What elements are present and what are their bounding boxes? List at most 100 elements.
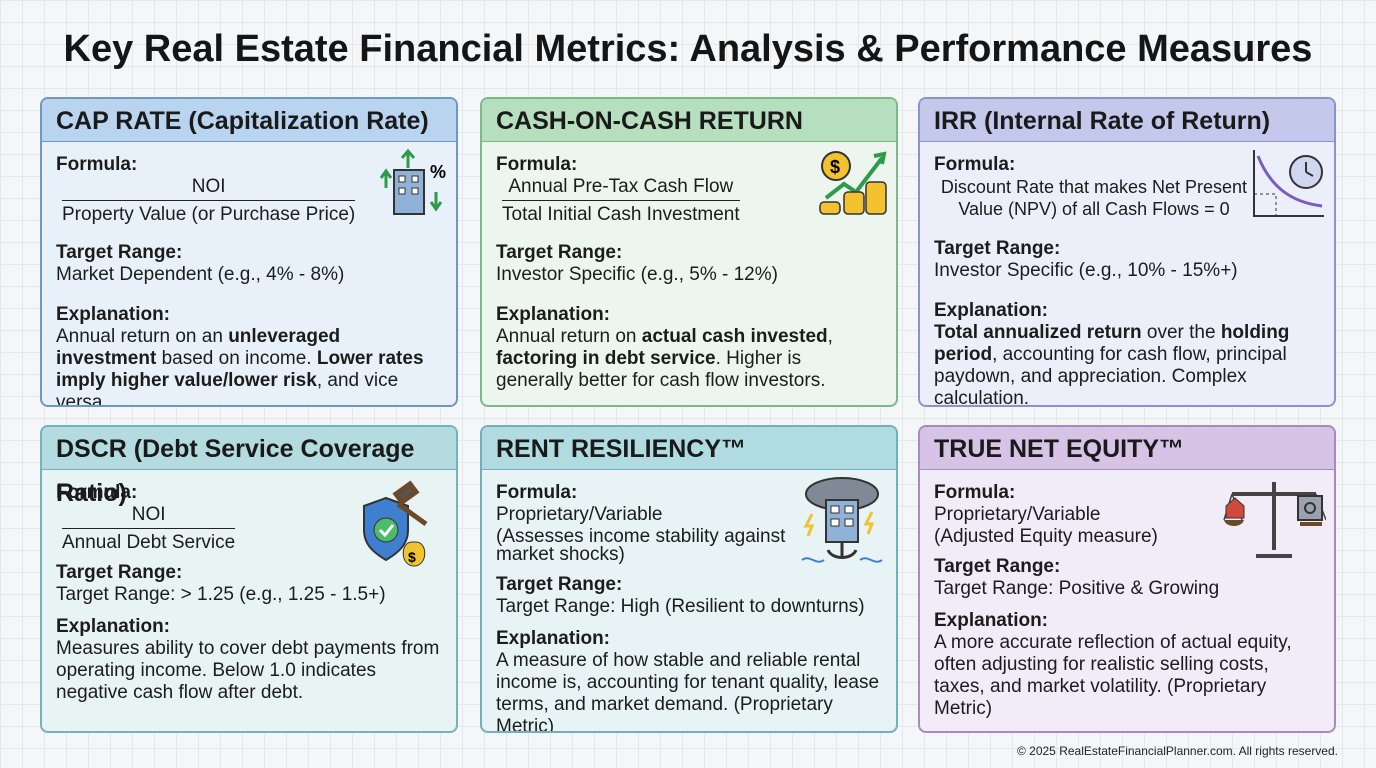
formula-label: Formula: — [56, 482, 138, 503]
card-body: Formula: Proprietary/Variable (Adjusted Eq… — [920, 470, 1334, 720]
explanation-text: , — [827, 326, 833, 347]
target-range: Market Dependent (e.g., 4% - 8%) — [56, 264, 345, 285]
explanation-label: Explanation: — [56, 304, 171, 325]
target-range: Target Range: Positive & Growing — [934, 578, 1220, 599]
spacer — [496, 620, 882, 624]
building-icon: % — [379, 148, 446, 215]
storm-building-icon — [801, 477, 883, 563]
explanation-text: A measure of how stable and reliable ren… — [496, 650, 880, 733]
fraction: NOI Property Value (or Purchase Price) — [62, 176, 356, 226]
explanation: Measures ability to cover debt payments … — [56, 638, 442, 704]
explanation-label: Explanation: — [934, 300, 1049, 321]
shield-icon: $ — [363, 480, 428, 567]
target-range: Target Range: > 1.25 (e.g., 1.25 - 1.5+) — [56, 584, 386, 605]
explanation-bold: holding period — [934, 322, 1290, 365]
explanation-bold: Total annualized return — [934, 322, 1142, 343]
target-label: Target Range: — [934, 238, 1061, 259]
card-heading: CAP RATE (Capitalization Rate) — [42, 99, 456, 142]
card-heading: DSCR (Debt Service Coverage Ratio) — [42, 427, 456, 507]
formula-text: (Adjusted Equity measure) — [934, 526, 1158, 547]
target-range: Investor Specific (e.g., 5% - 12%) — [496, 264, 778, 285]
explanation-text: Measures ability to cover debt payments … — [56, 638, 440, 703]
explanation: A more accurate reflection of actual equ… — [934, 632, 1320, 720]
metric-card: RENT RESILIENCY™ Formula: Proprietary/Vari… — [480, 425, 898, 733]
numerator: NOI — [62, 504, 236, 529]
metric-card: CAP RATE (Capitalization Rate) Formula: NO… — [40, 97, 458, 407]
target-label: Target Range: — [496, 574, 623, 595]
numerator: NOI — [62, 176, 356, 201]
target-label: Target Range: — [56, 562, 183, 583]
explanation-label: Explanation: — [496, 304, 611, 325]
explanation-bold: Lower rates imply higher value/lower ris… — [56, 348, 424, 391]
explanation-label: Explanation: — [56, 616, 171, 637]
formula-text: (Assesses income stability against marke… — [496, 526, 786, 565]
card-body: Formula: Discount Rate that makes Net Pre… — [920, 142, 1334, 407]
explanation: A measure of how stable and reliable ren… — [496, 650, 882, 733]
explanation-text: , and vice versa. — [56, 370, 399, 407]
coins-icon: $ — [819, 151, 887, 215]
metric-card: DSCR (Debt Service Coverage Ratio) Formul… — [40, 425, 458, 733]
fraction: Annual Pre-Tax Cash Flow Total Initial Ca… — [502, 176, 740, 226]
card-body: Formula: Proprietary/Variable (Assesses in… — [482, 470, 896, 733]
spacer — [496, 566, 882, 570]
explanation-text: Annual return on — [496, 326, 642, 347]
explanation-label: Explanation: — [934, 610, 1049, 631]
explanation-bold: factoring in debt service — [496, 348, 716, 369]
spacer — [934, 222, 1320, 234]
explanation-label: Explanation: — [496, 628, 611, 649]
denominator: Total Initial Cash Investment — [502, 204, 740, 225]
card-heading: CASH-ON-CASH RETURN — [482, 99, 896, 142]
explanation-text: over the — [1141, 322, 1221, 343]
explanation-bold: unleveraged investment — [56, 326, 341, 369]
formula-label: Formula: — [496, 154, 578, 175]
explanation-text: , accounting for cash flow, principal pa… — [934, 344, 1287, 407]
irr-graph-icon — [1253, 150, 1324, 217]
target-label: Target Range: — [934, 556, 1061, 577]
spacer — [56, 226, 442, 238]
card-heading: TRUE NET EQUITY™ — [920, 427, 1334, 470]
card-heading: RENT RESILIENCY™ — [482, 427, 896, 470]
svg-text:$: $ — [408, 549, 416, 565]
explanation: Total annualized return over the holding… — [934, 322, 1320, 407]
explanation: Annual return on actual cash invested, f… — [496, 326, 882, 392]
title-bold: Key Real Estate Financial Metrics: — [63, 28, 681, 70]
formula-label: Formula: — [56, 154, 138, 175]
svg-text:%: % — [430, 162, 446, 182]
spacer — [496, 226, 882, 238]
spacer — [496, 288, 882, 300]
explanation-text: based on income. — [156, 348, 317, 369]
card-body: Formula: Annual Pre-Tax Cash Flow Total In… — [482, 142, 896, 392]
scale-icon — [1223, 482, 1326, 558]
explanation-text: Annual return on an — [56, 326, 229, 347]
numerator: Annual Pre-Tax Cash Flow — [502, 176, 740, 201]
card-body: Formula: NOI Property Value (or Purchase P… — [42, 142, 456, 407]
explanation-bold: actual cash invested — [641, 326, 828, 347]
denominator: Annual Debt Service — [62, 532, 236, 553]
formula-text: Proprietary/Variable — [496, 504, 663, 525]
explanation-text: . Higher is generally better for cash fl… — [496, 348, 826, 391]
card-body: Formula: NOI Annual Debt Service Target Ran… — [42, 470, 456, 704]
title-regular: Analysis & Performance Measures — [689, 28, 1313, 70]
svg-text:$: $ — [830, 157, 840, 177]
card-heading: IRR (Internal Rate of Return) — [920, 99, 1334, 142]
target-label: Target Range: — [56, 242, 183, 263]
spacer — [934, 602, 1320, 606]
target-label: Target Range: — [496, 242, 623, 263]
metric-card: CASH-ON-CASH RETURN Formula: Annual Pre-Ta… — [480, 97, 898, 407]
denominator: Property Value (or Purchase Price) — [62, 204, 356, 225]
formula-text: Discount Rate that makes Net Present Val… — [940, 177, 1248, 219]
target-range: Target Range: High (Resilient to downtur… — [496, 596, 865, 617]
spacer — [56, 608, 442, 612]
formula-label: Formula: — [934, 154, 1016, 175]
explanation-text: A more accurate reflection of actual equ… — [934, 632, 1292, 719]
spacer — [56, 288, 442, 300]
fraction: NOI Annual Debt Service — [62, 504, 236, 554]
explanation: Annual return on an unleveraged investme… — [56, 326, 442, 407]
page-title: Key Real Estate Financial Metrics: Analy… — [0, 28, 1376, 71]
footer: © 2025 RealEstateFinancialPlanner.com. A… — [1016, 744, 1338, 758]
formula-text: Proprietary/Variable — [934, 504, 1101, 525]
target-range: Investor Specific (e.g., 10% - 15%+) — [934, 260, 1238, 281]
spacer — [934, 284, 1320, 296]
formula-label: Formula: — [934, 482, 1016, 503]
